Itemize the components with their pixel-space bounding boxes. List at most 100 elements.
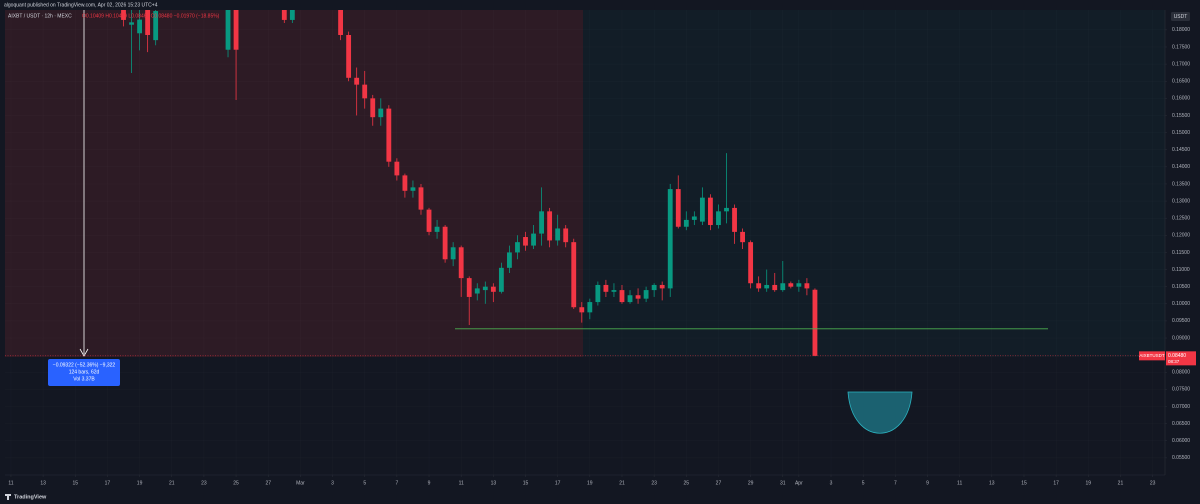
candle-body: [683, 219, 689, 227]
logo-icon: [5, 494, 11, 500]
candle-body: [699, 197, 705, 222]
y-tick-label: 0.12500: [1172, 216, 1190, 222]
y-tick-label: 0.08000: [1172, 370, 1190, 376]
x-tick-label: 17: [1053, 480, 1059, 486]
candle-body: [466, 278, 472, 297]
x-tick-label: 11: [8, 480, 13, 486]
candle-body: [796, 283, 802, 287]
candle-body: [563, 228, 569, 243]
candle-body: [571, 242, 577, 308]
candle-body: [410, 187, 416, 191]
x-tick-label: 5: [862, 480, 865, 486]
x-tick-label: 19: [137, 480, 143, 486]
x-tick-label: 13: [40, 480, 46, 486]
candle-body: [338, 10, 343, 35]
x-tick-label: 19: [1086, 480, 1092, 486]
y-tick-label: 0.17500: [1172, 44, 1190, 50]
x-tick-label: 17: [105, 480, 111, 486]
x-tick-label: 7: [395, 480, 398, 486]
candle-body: [225, 10, 231, 50]
candle-body: [394, 161, 400, 176]
candle-body: [587, 302, 593, 313]
logo: TradingView: [14, 494, 47, 500]
candle-body: [507, 252, 512, 268]
candle-body: [627, 295, 633, 303]
candle-body: [426, 209, 432, 232]
candle-body: [547, 211, 553, 241]
x-tick-label: 5: [363, 480, 366, 486]
x-tick-label: 21: [169, 480, 175, 486]
candle-body: [812, 289, 818, 356]
y-tick-label: 0.17000: [1172, 61, 1190, 67]
y-tick-label: 0.10500: [1172, 284, 1190, 290]
candle-body: [643, 290, 649, 299]
candle-body: [539, 211, 544, 234]
candle-body: [442, 226, 448, 260]
y-tick-label: 0.18000: [1172, 27, 1190, 33]
candle-body: [675, 189, 681, 227]
y-tick-label: 0.15500: [1172, 113, 1190, 119]
measure-text: −0.09322 (−52.36%) −9,322: [53, 362, 116, 368]
candle-body: [635, 295, 641, 299]
price-tag-label: 0.08480: [1168, 353, 1186, 359]
measure-text: Vol 3.37B: [73, 376, 95, 382]
x-tick-label: 25: [684, 480, 690, 486]
y-tick-label: 0.14000: [1172, 164, 1190, 170]
candle-body: [233, 10, 239, 50]
measure-text: 124 bars, 62d: [69, 369, 100, 375]
x-tick-label: 15: [523, 480, 529, 486]
x-tick-label: 27: [265, 480, 271, 486]
candle-body: [129, 22, 134, 25]
x-tick-label: 23: [1150, 480, 1156, 486]
y-tick-label: 0.07000: [1172, 404, 1190, 410]
y-tick-label: 0.15000: [1172, 130, 1190, 136]
red-zone: [5, 10, 583, 357]
y-tick-label: 0.13000: [1172, 198, 1190, 204]
y-tick-label: 0.10000: [1172, 301, 1190, 307]
candle-body: [378, 108, 384, 118]
x-tick-label: 23: [651, 480, 657, 486]
candle-body: [531, 233, 536, 246]
x-tick-label: 23: [201, 480, 207, 486]
x-tick-label: 3: [830, 480, 833, 486]
symbol-line: AIXBT / USDT · 12h · MEXC: [8, 13, 72, 19]
cup-shape: [847, 391, 913, 434]
candle-body: [611, 290, 617, 292]
candle-body: [756, 283, 762, 289]
candle-body: [498, 267, 504, 292]
measure-arrow-head: [79, 348, 89, 357]
candle-body: [716, 211, 721, 226]
candle-body: [402, 175, 408, 191]
candle-body: [651, 284, 657, 291]
candle-body: [603, 284, 609, 292]
candle-body: [474, 288, 480, 294]
x-tick-label: 15: [1021, 480, 1027, 486]
x-tick-label: 21: [1118, 480, 1124, 486]
teal-zone: [583, 10, 1165, 357]
candle-body: [386, 108, 392, 162]
x-tick-label: 17: [555, 480, 561, 486]
candle-body: [667, 189, 673, 289]
x-tick-label: 9: [926, 480, 929, 486]
y-tick-label: 0.11000: [1172, 267, 1190, 273]
x-tick-label: 15: [72, 480, 78, 486]
candle-body: [740, 231, 745, 243]
price-tag: [1166, 351, 1196, 366]
measure-box: [48, 359, 120, 386]
candle-body: [137, 19, 143, 34]
candle-body: [804, 283, 810, 289]
x-tick-label: 13: [491, 480, 497, 486]
candle-body: [691, 216, 697, 220]
x-tick-label: Mar: [296, 480, 305, 486]
candle-body: [515, 242, 520, 253]
y-tick-label: 0.12000: [1172, 233, 1190, 239]
candle-body: [555, 228, 561, 241]
y-tick-label: 0.05500: [1172, 455, 1190, 461]
plot: [121, 10, 1048, 357]
candle-body: [482, 286, 488, 291]
candle-body: [619, 290, 625, 303]
candle-body: [346, 34, 352, 78]
candle-body: [362, 84, 368, 99]
x-tick-label: 9: [428, 480, 431, 486]
